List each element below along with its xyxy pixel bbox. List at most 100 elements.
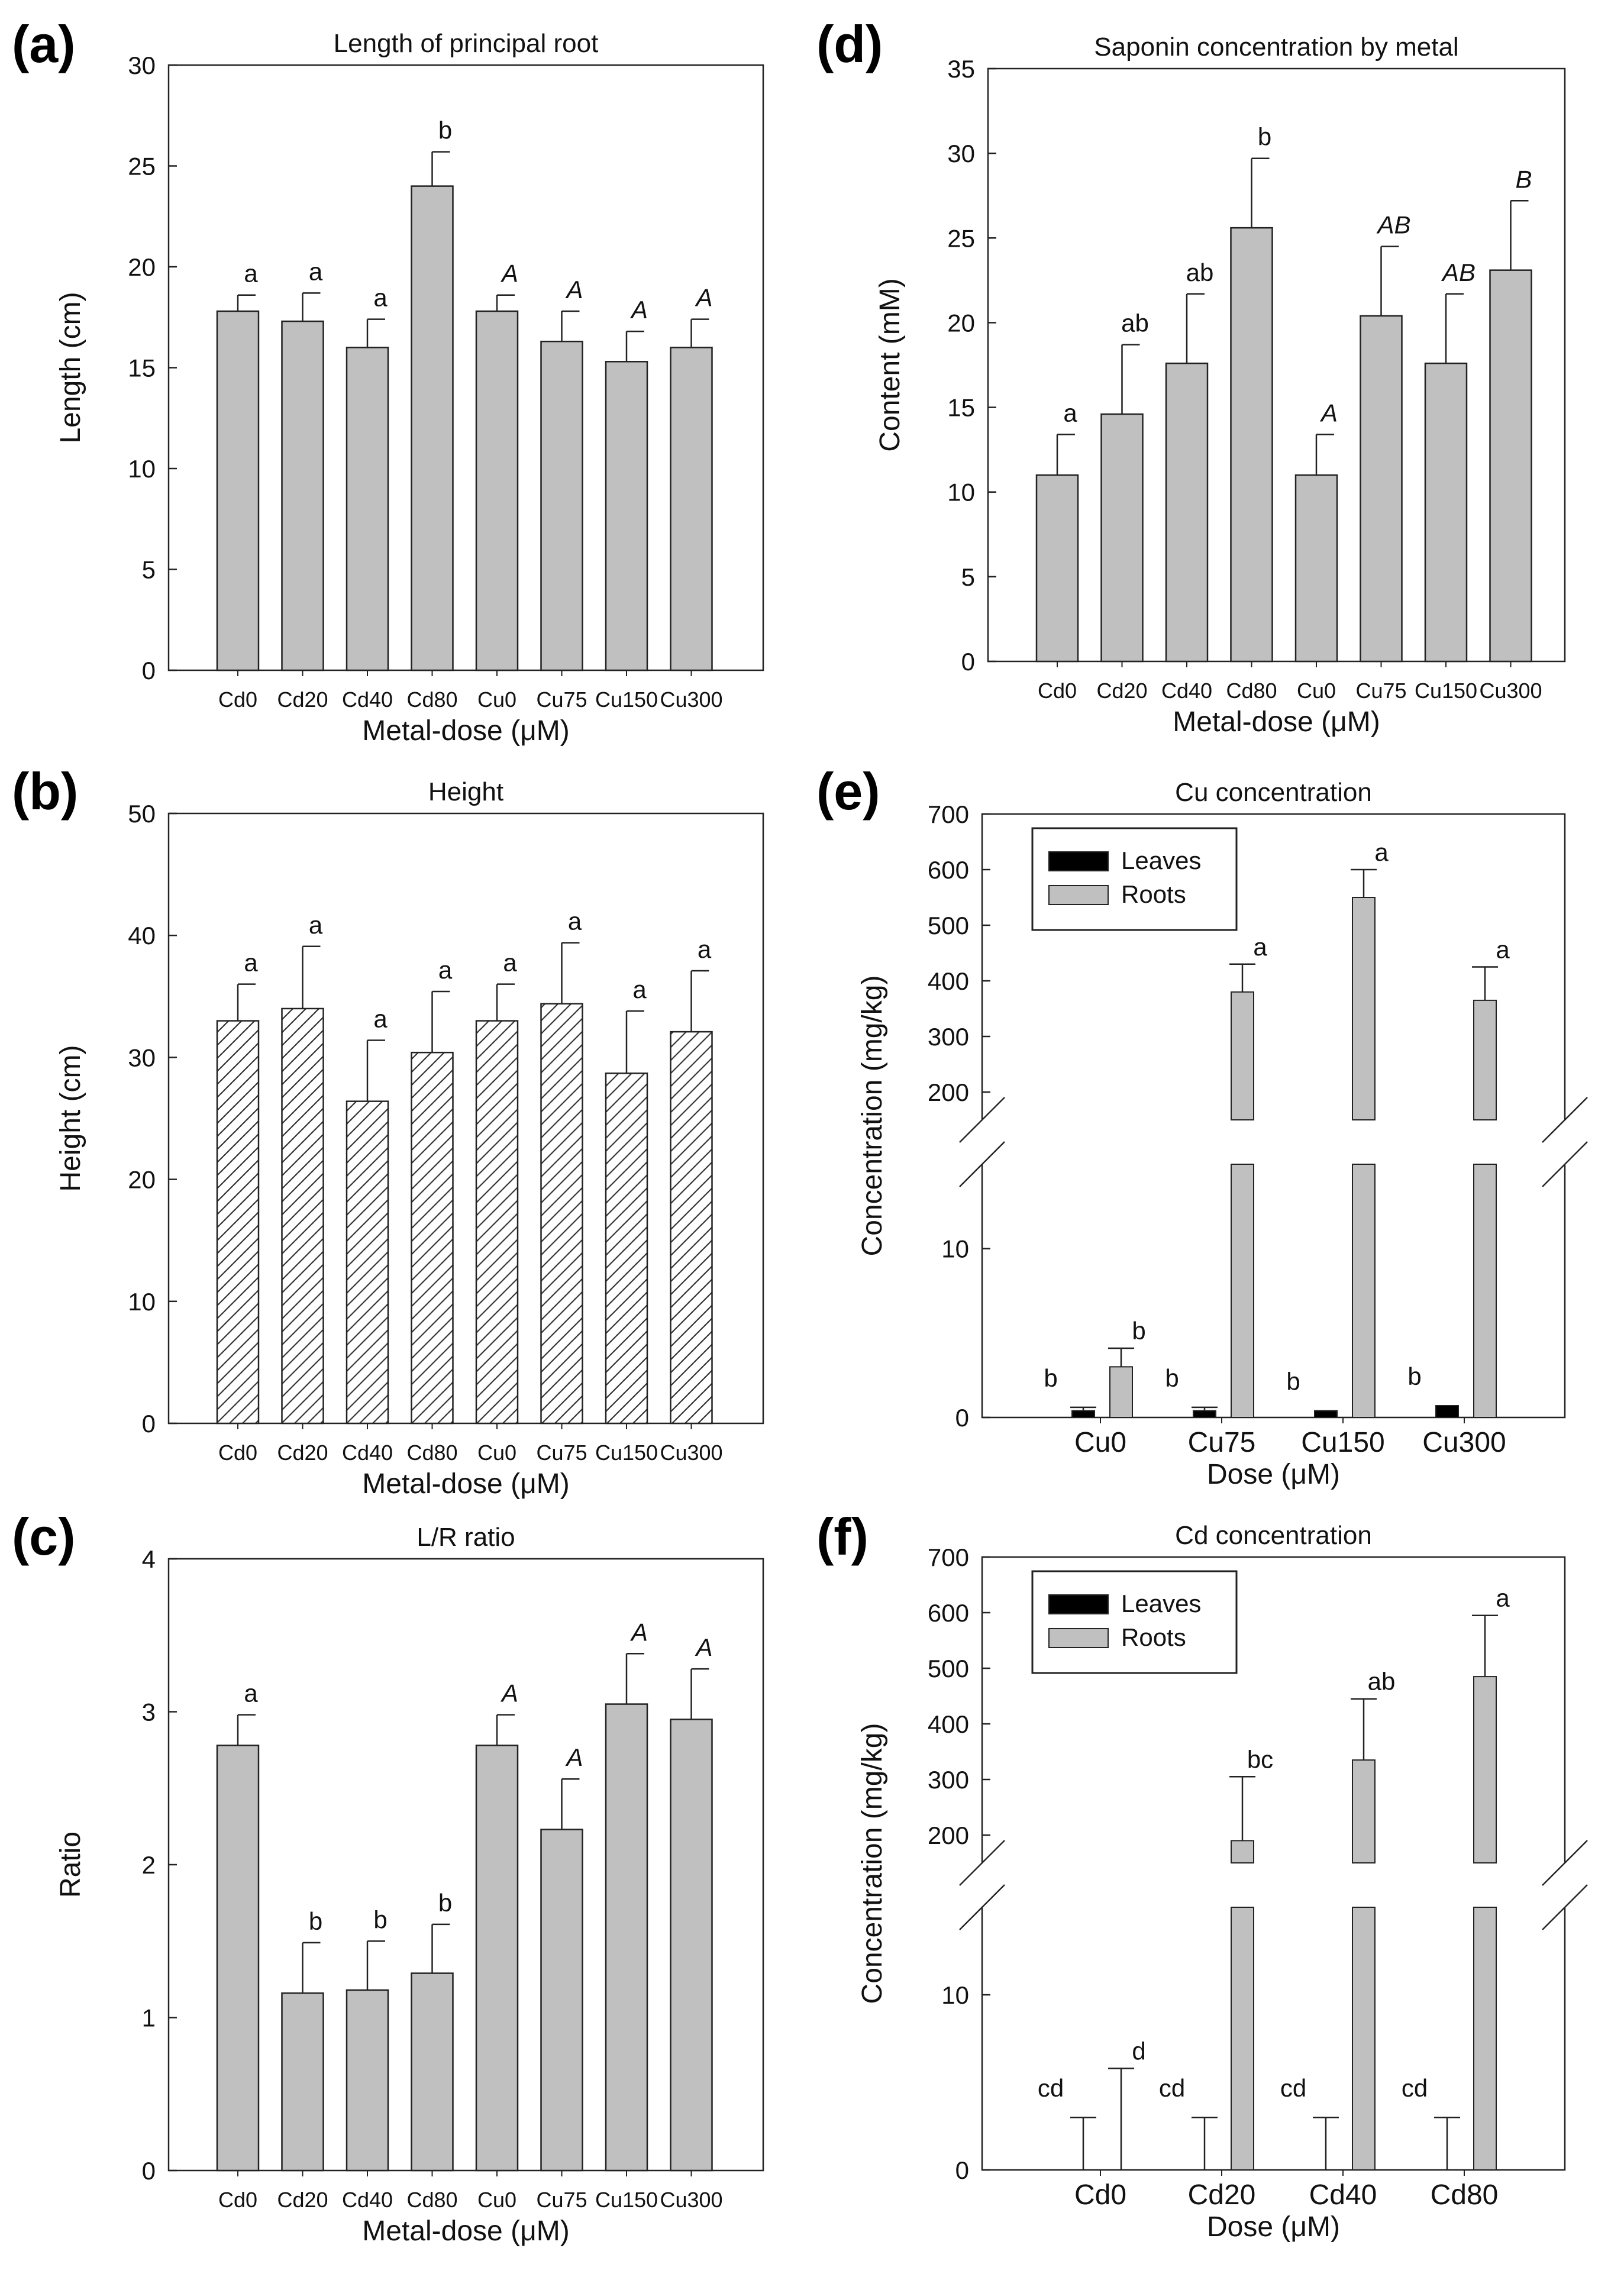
- plot-frame: [981, 813, 1566, 1419]
- significance-letter: A: [694, 1633, 712, 1661]
- roots-bar-cd40-lower: [1352, 1907, 1376, 2171]
- bar-cu150: [605, 1703, 648, 2172]
- bar-cd80: [1230, 227, 1273, 663]
- significance-letter: A: [629, 1618, 648, 1646]
- significance-letter: cd: [1402, 2074, 1428, 2102]
- significance-letter: a: [1496, 1584, 1510, 1612]
- y-tick-label: 25: [128, 153, 156, 180]
- roots-bar-cu150-lower: [1352, 1164, 1376, 1418]
- x-tick-label: Cd0: [218, 687, 257, 712]
- y-tick-label: 500: [928, 912, 969, 939]
- significance-letter: cd: [1280, 2074, 1306, 2102]
- chart-panel-b: (b) Height 0 10 20 30 40 50 Height (cm) Cd0 a Cd20 a…: [12, 762, 764, 1500]
- y-tick-label: 30: [128, 1044, 156, 1071]
- bar-cd20: [281, 320, 324, 671]
- significance-letter: a: [568, 907, 582, 935]
- bar-cu300: [1489, 269, 1532, 663]
- y-tick-label: 15: [947, 394, 975, 422]
- x-tick-label: Cu300: [660, 687, 722, 712]
- significance-letter: b: [1407, 1362, 1421, 1390]
- x-tick-label: Cu75: [1188, 1427, 1256, 1458]
- significance-letter: b: [438, 117, 452, 144]
- x-tick-label: Cu75: [536, 687, 587, 712]
- roots-bar-cd20-lower: [1231, 1907, 1254, 2171]
- y-tick-label: 600: [928, 856, 969, 884]
- significance-letter: a: [1496, 936, 1510, 964]
- panel-label: (d): [816, 15, 883, 73]
- y-tick-label: 0: [142, 1410, 156, 1438]
- legend: Leaves Roots: [1031, 827, 1238, 931]
- y-axis-label: Concentration (mg/kg): [857, 976, 888, 1257]
- roots-bar-cd20-upper: [1231, 1840, 1254, 1863]
- x-tick-label: Cd40: [342, 687, 393, 712]
- panel-label: (c): [12, 1507, 76, 1566]
- x-tick-label: Cu150: [595, 2188, 658, 2212]
- axis-break-gap: [980, 1863, 984, 1907]
- x-axis-label: Dose (μM): [1207, 2211, 1340, 2243]
- y-tick-label: 400: [928, 967, 969, 995]
- x-tick-label: Cu300: [660, 1441, 722, 1465]
- bar-cu300: [670, 1031, 713, 1425]
- x-tick-label: Cd80: [406, 1441, 457, 1465]
- bar-cu150: [1424, 362, 1468, 663]
- x-tick-label: Cu0: [477, 687, 516, 712]
- bar-cd80: [411, 1051, 454, 1425]
- x-tick-label: Cd40: [342, 2188, 393, 2212]
- roots-bar-cu300-upper: [1473, 999, 1497, 1121]
- leaves-bar-cu150: [1314, 1410, 1338, 1419]
- y-tick-label: 10: [941, 1235, 969, 1263]
- significance-letter: a: [438, 956, 453, 984]
- panel-label: (b): [12, 762, 78, 821]
- leaves-bar-cu300: [1435, 1405, 1459, 1418]
- y-tick-label: 200: [928, 1078, 969, 1106]
- significance-letter: a: [1253, 933, 1267, 961]
- bar-cd0: [216, 1020, 260, 1425]
- axis-break-mark: [1542, 1097, 1588, 1143]
- y-tick-label: 5: [961, 563, 975, 591]
- significance-letter: b: [373, 1905, 387, 1933]
- x-tick-label: Cu75: [536, 2188, 587, 2212]
- y-tick-label: 300: [928, 1766, 969, 1794]
- significance-letter: a: [1063, 399, 1077, 427]
- x-tick-label: Cd0: [1074, 2179, 1126, 2211]
- significance-letter: a: [373, 284, 388, 312]
- significance-letter: b: [1132, 1317, 1145, 1345]
- significance-letter: ab: [1368, 1668, 1396, 1695]
- y-axis-label: Concentration (mg/kg): [857, 1723, 888, 2004]
- roots-bar-cd40-upper: [1352, 1759, 1376, 1864]
- significance-letter: A: [1319, 399, 1338, 427]
- y-tick-label: 2: [142, 1851, 156, 1879]
- significance-letter: b: [1258, 123, 1271, 151]
- roots-bar-cd80-lower: [1473, 1907, 1497, 2171]
- significance-letter: a: [1374, 838, 1389, 866]
- significance-letter: cd: [1159, 2074, 1185, 2102]
- y-tick-label: 10: [128, 1288, 156, 1316]
- x-axis-label: Dose (μM): [1207, 1459, 1340, 1490]
- x-tick-label: Cu0: [477, 1441, 516, 1465]
- x-axis-label: Metal-dose (μM): [1173, 706, 1380, 738]
- bar-cd0: [1035, 474, 1079, 663]
- axis-break-mark: [1542, 1141, 1588, 1187]
- y-tick-label: 5: [142, 556, 156, 584]
- significance-letter: a: [244, 1680, 258, 1707]
- significance-letter: b: [1044, 1364, 1057, 1392]
- legend-swatch-roots: [1048, 1628, 1109, 1648]
- axis-break-mark: [1542, 1840, 1588, 1886]
- y-tick-label: 0: [955, 1404, 969, 1432]
- legend-box: [1031, 827, 1238, 931]
- chart-title: Cu concentration: [1175, 778, 1372, 807]
- x-tick-label: Cd20: [277, 687, 328, 712]
- y-tick-label: 1: [142, 2004, 156, 2032]
- axis-break-mark: [959, 1840, 1005, 1886]
- y-tick-label: 700: [928, 800, 969, 828]
- bar-cd40: [346, 347, 389, 671]
- y-tick-label: 300: [928, 1023, 969, 1051]
- x-tick-label: Cd0: [218, 1441, 257, 1465]
- roots-bar-cu300-lower: [1473, 1164, 1497, 1418]
- y-tick-label: 4: [142, 1545, 156, 1573]
- x-tick-label: Cu150: [595, 1441, 658, 1465]
- legend-label-leaves: Leaves: [1121, 1590, 1201, 1617]
- x-tick-label: Cd40: [1309, 2179, 1377, 2211]
- significance-letter: b: [1286, 1368, 1300, 1396]
